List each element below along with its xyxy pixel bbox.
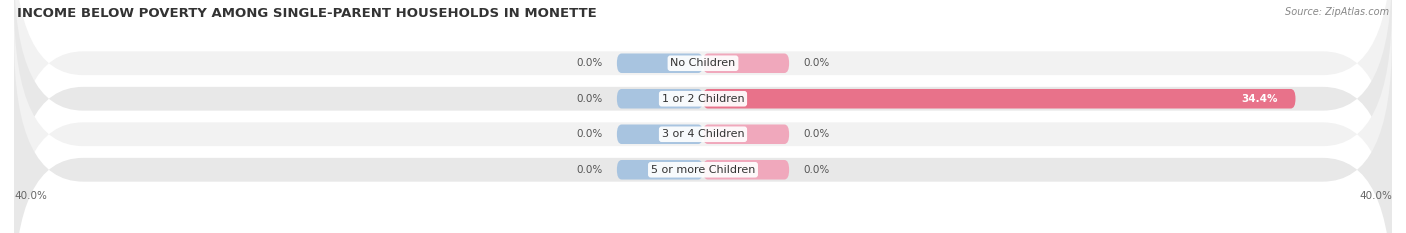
Text: No Children: No Children	[671, 58, 735, 68]
FancyBboxPatch shape	[703, 124, 789, 144]
FancyBboxPatch shape	[703, 160, 789, 179]
FancyBboxPatch shape	[14, 0, 1392, 193]
Text: 0.0%: 0.0%	[803, 165, 830, 175]
Text: 1 or 2 Children: 1 or 2 Children	[662, 94, 744, 104]
Text: INCOME BELOW POVERTY AMONG SINGLE-PARENT HOUSEHOLDS IN MONETTE: INCOME BELOW POVERTY AMONG SINGLE-PARENT…	[17, 7, 596, 20]
Text: 0.0%: 0.0%	[576, 129, 603, 139]
Text: 40.0%: 40.0%	[14, 191, 46, 201]
Text: 0.0%: 0.0%	[576, 165, 603, 175]
Text: 40.0%: 40.0%	[1360, 191, 1392, 201]
Text: 0.0%: 0.0%	[803, 58, 830, 68]
FancyBboxPatch shape	[617, 89, 703, 109]
Text: 0.0%: 0.0%	[576, 58, 603, 68]
FancyBboxPatch shape	[703, 89, 1295, 109]
FancyBboxPatch shape	[703, 54, 789, 73]
Text: 3 or 4 Children: 3 or 4 Children	[662, 129, 744, 139]
Text: Source: ZipAtlas.com: Source: ZipAtlas.com	[1285, 7, 1389, 17]
FancyBboxPatch shape	[617, 124, 703, 144]
Text: 34.4%: 34.4%	[1241, 94, 1278, 104]
FancyBboxPatch shape	[617, 54, 703, 73]
FancyBboxPatch shape	[14, 4, 1392, 233]
Text: 5 or more Children: 5 or more Children	[651, 165, 755, 175]
Text: 0.0%: 0.0%	[576, 94, 603, 104]
FancyBboxPatch shape	[14, 40, 1392, 233]
FancyBboxPatch shape	[14, 0, 1392, 229]
FancyBboxPatch shape	[617, 160, 703, 179]
Text: 0.0%: 0.0%	[803, 129, 830, 139]
